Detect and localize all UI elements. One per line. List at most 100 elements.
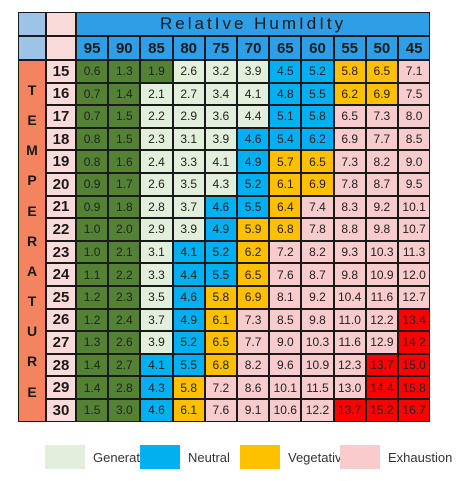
heatmap-cell: 13.4 xyxy=(398,308,431,332)
row-header: 18 xyxy=(46,127,76,151)
heatmap-cell: 4.9 xyxy=(172,308,205,332)
heatmap-cell: 4.5 xyxy=(269,60,302,83)
heatmap-cell: 6.9 xyxy=(237,286,270,309)
column-header: 60 xyxy=(301,36,334,60)
heatmap-cell: 4.1 xyxy=(140,353,173,377)
heatmap-cell: 7.6 xyxy=(204,399,237,422)
row-header: 23 xyxy=(46,240,76,264)
corner-cell xyxy=(18,36,46,60)
heatmap-cell: 9.2 xyxy=(301,286,334,309)
heatmap-cell: 4.9 xyxy=(204,218,237,241)
column-header: 65 xyxy=(269,36,302,60)
heatmap-cell: 3.1 xyxy=(140,240,173,264)
heatmap-cell: 1.4 xyxy=(76,353,109,377)
heatmap-cell: 8.1 xyxy=(269,286,302,309)
heatmap-cell: 3.7 xyxy=(140,308,173,332)
heatmap-cell: 1.9 xyxy=(140,60,173,83)
column-header: 90 xyxy=(108,36,141,60)
heatmap-cell: 5.5 xyxy=(204,263,237,286)
legend-swatch xyxy=(45,445,85,469)
heatmap-cell: 0.8 xyxy=(76,150,109,173)
heatmap-cell: 13.7 xyxy=(365,353,398,377)
row-header: 29 xyxy=(46,376,76,399)
heatmap-cell: 10.1 xyxy=(269,376,302,399)
heatmap-cell: 4.3 xyxy=(140,376,173,399)
heatmap-cell: 15.0 xyxy=(398,353,431,377)
heatmap-cell: 2.6 xyxy=(140,173,173,196)
heatmap-cell: 2.4 xyxy=(108,308,141,332)
heatmap-cell: 3.0 xyxy=(108,399,141,422)
heatmap-cell: 1.8 xyxy=(108,195,141,219)
heatmap-cell: 4.1 xyxy=(204,150,237,173)
heatmap-cell: 7.8 xyxy=(333,173,366,196)
row-axis-letter: R xyxy=(26,232,38,249)
heatmap-cell: 5.4 xyxy=(269,127,302,151)
row-axis-letter: R xyxy=(26,353,38,370)
heatmap-cell: 1.0 xyxy=(76,240,109,264)
heatmap-cell: 1.4 xyxy=(76,376,109,399)
heatmap-cell: 2.7 xyxy=(108,353,141,377)
heatmap-cell: 7.5 xyxy=(398,82,431,106)
heatmap-cell: 5.5 xyxy=(237,195,270,219)
heatmap-cell: 5.8 xyxy=(301,105,334,128)
legend-label: Exhaustion xyxy=(388,449,453,465)
heatmap-cell: 8.0 xyxy=(398,105,431,128)
heatmap-cell: 8.5 xyxy=(269,308,302,332)
heatmap-cell: 6.5 xyxy=(365,60,398,83)
heatmap-cell: 4.9 xyxy=(237,150,270,173)
heatmap-cell: 5.2 xyxy=(237,173,270,196)
column-header: 50 xyxy=(365,36,398,60)
heatmap-cell: 8.2 xyxy=(301,240,334,264)
heatmap-cell: 10.4 xyxy=(333,286,366,309)
heatmap-cell: 2.8 xyxy=(140,195,173,219)
heatmap-cell: 9.8 xyxy=(333,263,366,286)
heatmap-cell: 2.9 xyxy=(172,105,205,128)
heatmap-cell: 7.3 xyxy=(365,105,398,128)
heatmap-cell: 6.1 xyxy=(204,308,237,332)
heatmap-cell: 1.5 xyxy=(108,105,141,128)
row-header: 17 xyxy=(46,105,76,128)
column-header: 75 xyxy=(204,36,237,60)
heatmap-cell: 5.8 xyxy=(333,60,366,83)
heatmap-cell: 4.6 xyxy=(204,195,237,219)
heatmap-cell: 6.8 xyxy=(204,353,237,377)
heatmap-cell: 6.5 xyxy=(333,105,366,128)
heatmap-cell: 11.0 xyxy=(333,308,366,332)
heatmap-cell: 1.2 xyxy=(76,308,109,332)
row-header: 19 xyxy=(46,150,76,173)
heatmap-cell: 5.8 xyxy=(204,286,237,309)
row-axis-label xyxy=(18,60,46,422)
heatmap-cell: 11.3 xyxy=(398,240,431,264)
heatmap-cell: 7.8 xyxy=(301,218,334,241)
heatmap-cell: 7.7 xyxy=(365,127,398,151)
column-header: 95 xyxy=(76,36,109,60)
heatmap-cell: 10.9 xyxy=(365,263,398,286)
corner-cell xyxy=(46,36,76,60)
legend-swatch xyxy=(140,445,180,469)
row-axis-letter: E xyxy=(27,383,37,400)
heatmap-cell: 8.6 xyxy=(237,376,270,399)
heatmap-cell: 4.1 xyxy=(237,82,270,106)
heatmap-cell: 3.5 xyxy=(140,286,173,309)
heatmap-cell: 6.5 xyxy=(301,150,334,173)
heatmap-cell: 4.3 xyxy=(204,173,237,196)
heatmap-cell: 12.7 xyxy=(398,286,431,309)
legend-item: Vegetative xyxy=(240,445,349,469)
heatmap-cell: 12.0 xyxy=(398,263,431,286)
heatmap-cell: 12.2 xyxy=(365,308,398,332)
heatmap-cell: 3.6 xyxy=(204,105,237,128)
heatmap-cell: 15.8 xyxy=(398,376,431,399)
heatmap-cell: 6.8 xyxy=(269,218,302,241)
heatmap-cell: 1.0 xyxy=(76,218,109,241)
row-header: 27 xyxy=(46,331,76,354)
row-header: 21 xyxy=(46,195,76,219)
heatmap-cell: 9.5 xyxy=(398,173,431,196)
heatmap-cell: 1.6 xyxy=(108,150,141,173)
heatmap-cell: 7.6 xyxy=(269,263,302,286)
heatmap-cell: 2.2 xyxy=(108,263,141,286)
heatmap-cell: 6.9 xyxy=(301,173,334,196)
row-header: 26 xyxy=(46,308,76,332)
heatmap-cell: 6.4 xyxy=(269,195,302,219)
heatmap-cell: 2.1 xyxy=(108,240,141,264)
